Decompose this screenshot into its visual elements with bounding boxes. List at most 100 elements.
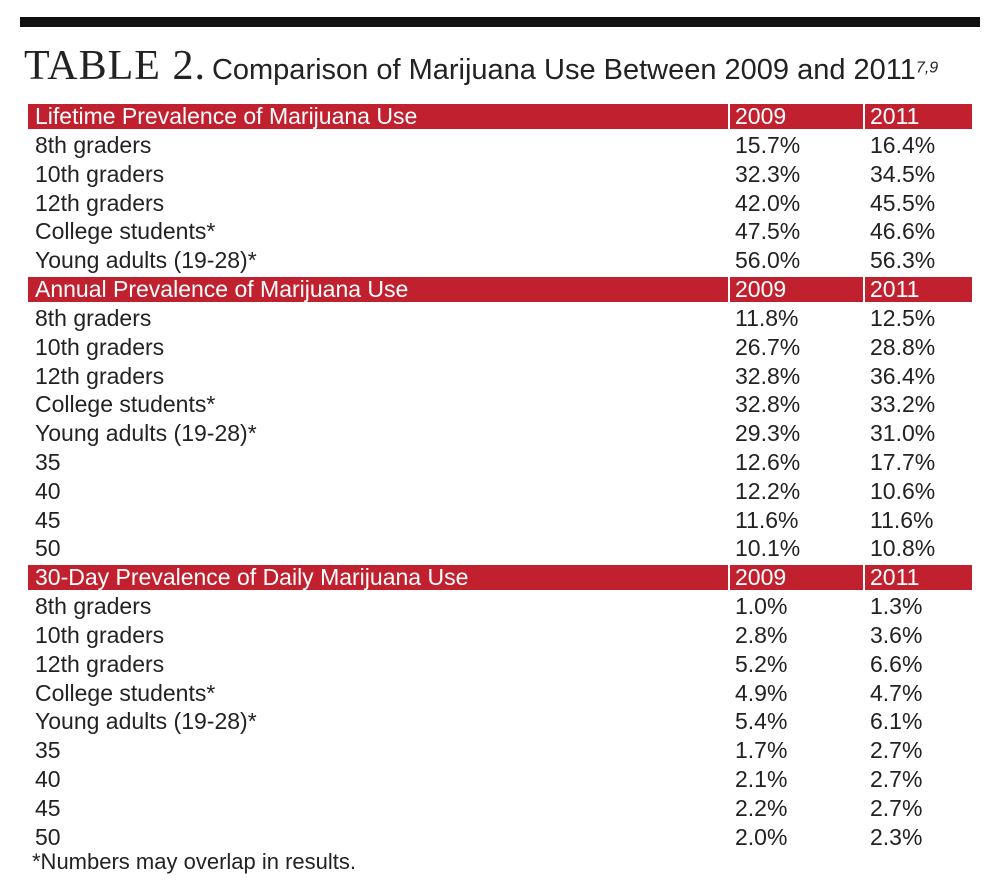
row-label: 35 (35, 448, 61, 475)
row-label: 40 (35, 477, 61, 504)
row-label: 50 (35, 535, 61, 562)
table-row: 10th graders 2.8% 3.6% (28, 621, 972, 650)
table-row: Young adults (19-28)* 56.0% 56.3% (28, 246, 972, 275)
table-row: Young adults (19-28)* 5.4% 6.1% (28, 707, 972, 736)
cell: 46.6% (870, 218, 936, 245)
row-label: Young adults (19-28)* (35, 247, 257, 274)
cell: 16.4% (870, 132, 936, 158)
row-label: 12th graders (35, 189, 165, 216)
table-row: College students* 47.5% 46.6% (28, 217, 972, 246)
cell: 42.0% (735, 189, 801, 216)
cell: 5.4% (735, 708, 788, 735)
cell: 3.6% (870, 621, 923, 648)
table-row: 12th graders 5.2% 6.6% (28, 650, 972, 679)
cell: 11.8% (735, 304, 799, 331)
top-rule (20, 17, 980, 27)
cell: 2.1% (735, 765, 788, 792)
table-row: 10th graders 26.7% 28.8% (28, 333, 972, 362)
table-row: 45 11.6% 11.6% (28, 506, 972, 535)
cell: 1.0% (735, 593, 788, 620)
section-header: Annual Prevalence of Marijuana Use 2009 20… (28, 275, 972, 302)
title: TABLE 2. Comparison of Marijuana Use Betw… (24, 42, 938, 90)
row-label: Young adults (19-28)* (35, 708, 257, 735)
cell: 32.3% (735, 160, 801, 187)
footnote: *Numbers may overlap in results. (32, 849, 357, 874)
table-row: 10th graders 32.3% 34.5% (28, 160, 972, 189)
column-header: 2011 (863, 565, 919, 591)
section-title: Annual Prevalence of Marijuana Use (35, 275, 409, 302)
row-label: 35 (35, 737, 61, 764)
cell: 6.1% (870, 708, 923, 735)
cell: 2.0% (735, 823, 788, 850)
cell: 45.5% (870, 189, 936, 216)
cell: 33.2% (870, 391, 936, 418)
table-row: 50 10.1% 10.8% (28, 534, 972, 563)
table-row: 40 12.2% 10.6% (28, 477, 972, 506)
cell: 1.7% (735, 737, 788, 764)
row-label: 45 (35, 794, 61, 821)
cell: 10.6% (870, 477, 936, 504)
row-label: Young adults (19-28)* (35, 420, 257, 447)
table-row: Young adults (19-28)* 29.3% 31.0% (28, 419, 972, 448)
row-label: 8th graders (35, 304, 152, 331)
table-row: 12th graders 42.0% 45.5% (28, 189, 972, 218)
row-label: College students* (35, 218, 216, 245)
table-row: 35 1.7% 2.7% (28, 736, 972, 765)
cell: 4.9% (735, 679, 788, 706)
cell: 2.8% (735, 621, 788, 648)
table-row: College students* 4.9% 4.7% (28, 679, 972, 708)
table-row: 8th graders 15.7% 16.4% (28, 131, 972, 160)
cell: 4.7% (870, 679, 923, 706)
table-row: 50 2.0% 2.3% (28, 823, 972, 852)
cell: 12.6% (735, 448, 801, 475)
table-row: 8th graders 11.8% 12.5% (28, 304, 972, 333)
cell: 56.3% (870, 247, 936, 274)
row-label: 10th graders (35, 333, 165, 360)
cell: 32.8% (735, 391, 801, 418)
section-header: Lifetime Prevalence of Marijuana Use 2009… (28, 104, 972, 129)
cell: 5.2% (735, 650, 788, 677)
row-label: 12th graders (35, 362, 165, 389)
table-label: TABLE 2. (24, 43, 206, 89)
table-row: 12th graders 32.8% 36.4% (28, 362, 972, 391)
row-label: 8th graders (35, 593, 152, 620)
row-label: 10th graders (35, 621, 165, 648)
row-label: 12th graders (35, 650, 165, 677)
row-label: College students* (35, 391, 216, 418)
row-label: College students* (35, 679, 216, 706)
cell: 6.6% (870, 650, 923, 677)
column-header: 2009 (728, 104, 786, 129)
row-label: 45 (35, 506, 61, 533)
table: Lifetime Prevalence of Marijuana Use 2009… (28, 102, 972, 851)
cell: 10.1% (735, 535, 801, 562)
column-header: 2011 (863, 104, 919, 129)
column-header: 2009 (728, 276, 786, 302)
table-row: 45 2.2% 2.7% (28, 794, 972, 823)
cell: 2.7% (870, 794, 923, 821)
cell: 26.7% (735, 333, 801, 360)
cell: 1.3% (870, 593, 923, 620)
cell: 29.3% (735, 420, 801, 447)
cell: 2.7% (870, 737, 923, 764)
row-label: 10th graders (35, 160, 165, 187)
cell: 17.7% (870, 448, 936, 475)
table-row: 40 2.1% 2.7% (28, 765, 972, 794)
column-header: 2011 (863, 276, 919, 302)
cell: 15.7% (735, 132, 801, 158)
row-label: 50 (35, 823, 61, 850)
cell: 12.5% (870, 304, 936, 331)
cell: 2.2% (735, 794, 788, 821)
cell: 2.3% (870, 823, 923, 850)
superscript: 7,9 (915, 59, 939, 77)
cell: 12.2% (735, 477, 801, 504)
cell: 2.7% (870, 765, 923, 792)
cell: 36.4% (870, 362, 936, 389)
table-row: 8th graders 1.0% 1.3% (28, 592, 972, 621)
table-title: Comparison of Marijuana Use Between 2009… (211, 54, 916, 86)
column-header: 2009 (728, 565, 786, 591)
cell: 11.6% (735, 506, 799, 533)
cell: 47.5% (735, 218, 801, 245)
row-label: 8th graders (35, 132, 152, 158)
cell: 32.8% (735, 362, 801, 389)
